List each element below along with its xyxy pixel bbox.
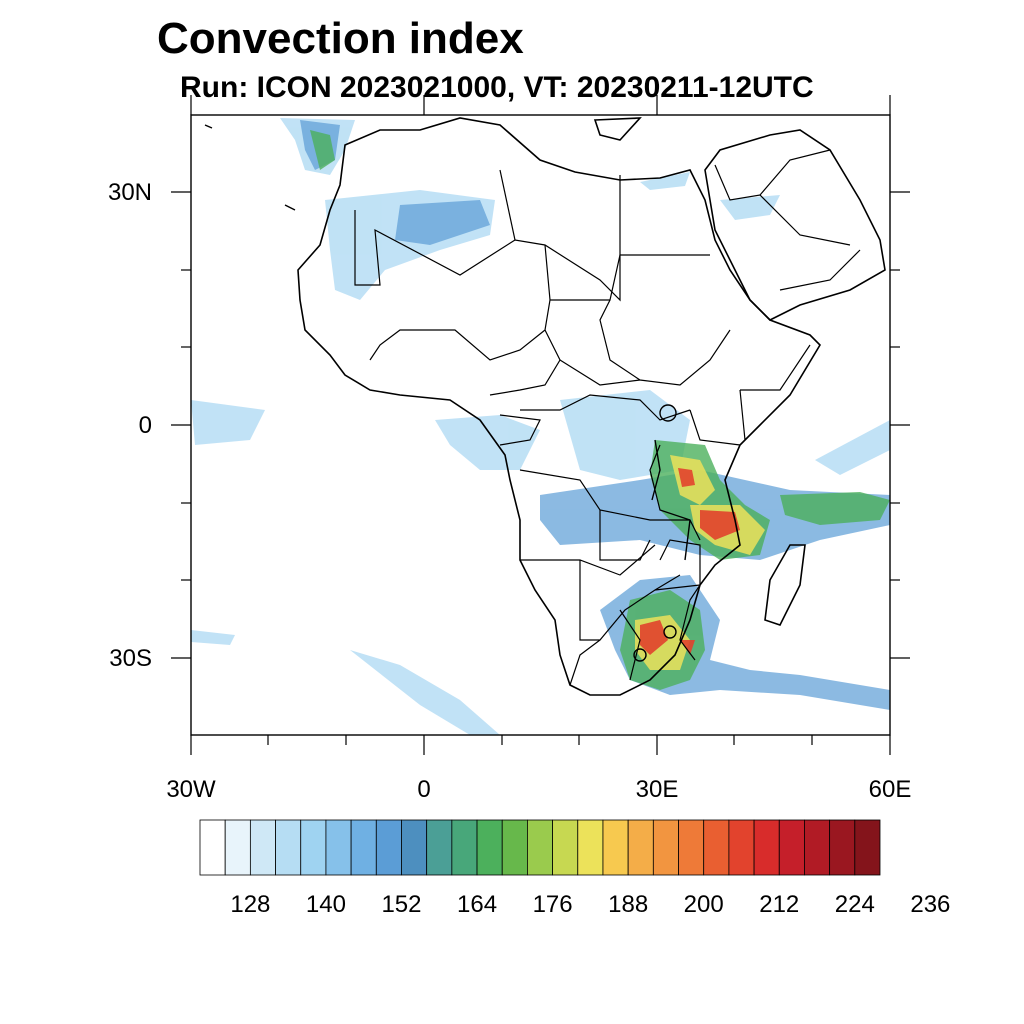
colorbar-label: 140 xyxy=(306,891,346,918)
colorbar-swatch xyxy=(224,819,251,876)
lon-tick-label-60e: 60E xyxy=(869,776,912,803)
lakes-islands xyxy=(204,124,691,662)
colorbar-label: 224 xyxy=(835,891,875,918)
colorbar-labels: 128 140 152 164 176 188 200 212 224 236 xyxy=(230,891,950,918)
colorbar-swatch xyxy=(678,819,705,876)
colorbar-swatch xyxy=(577,819,604,876)
colorbar-swatch xyxy=(249,819,276,876)
convection-field xyxy=(191,118,890,735)
colorbar-swatch xyxy=(728,819,755,876)
colorbar-label: 188 xyxy=(608,891,648,918)
colorbar-swatch xyxy=(854,819,881,876)
colorbar-swatch xyxy=(627,819,654,876)
colorbar-swatch xyxy=(527,819,553,876)
colorbar-label: 152 xyxy=(381,891,421,918)
colorbar-swatch xyxy=(375,819,402,876)
colorbar-swatch xyxy=(501,819,528,876)
colorbar-swatch xyxy=(652,819,679,876)
lon-tick-label-30e: 30E xyxy=(636,776,679,803)
colorbar-label: 128 xyxy=(230,891,270,918)
lon-tick-label-30w: 30W xyxy=(166,776,216,803)
colorbar-swatch xyxy=(829,819,856,876)
colorbar-swatch xyxy=(778,819,805,876)
colorbar-label: 200 xyxy=(684,891,724,918)
colorbar-label: 164 xyxy=(457,891,497,918)
colorbar-swatch xyxy=(325,819,352,876)
colorbar-swatch xyxy=(552,819,579,876)
colorbar-swatch xyxy=(451,819,478,876)
colorbar-swatch xyxy=(804,819,831,876)
lat-tick-label-0: 0 xyxy=(139,412,152,439)
colorbar-swatch xyxy=(275,819,302,876)
chart-title: Convection index xyxy=(157,14,524,63)
colorbar-swatch xyxy=(426,819,453,876)
colorbar-label: 176 xyxy=(533,891,573,918)
colorbar-label: 212 xyxy=(759,891,799,918)
colorbar-swatch xyxy=(602,819,629,876)
lon-tick-label-0: 0 xyxy=(417,776,430,803)
colorbar-swatch xyxy=(703,819,730,876)
colorbar-swatch xyxy=(476,819,503,876)
colorbar-label: 236 xyxy=(910,891,950,918)
axis-ticks xyxy=(171,95,910,755)
colorbar xyxy=(199,819,881,876)
coastlines xyxy=(297,117,886,696)
plot-frame xyxy=(190,114,891,736)
chart-subtitle: Run: ICON 2023021000, VT: 20230211-12UTC xyxy=(180,71,814,104)
colorbar-swatch xyxy=(350,819,377,876)
country-borders xyxy=(354,149,861,686)
lat-tick-label-30n: 30N xyxy=(108,179,152,206)
colorbar-swatch xyxy=(753,819,780,876)
colorbar-swatch xyxy=(300,819,327,876)
lat-tick-label-30s: 30S xyxy=(109,645,152,672)
colorbar-swatch xyxy=(199,819,226,876)
colorbar-swatch xyxy=(401,819,428,876)
